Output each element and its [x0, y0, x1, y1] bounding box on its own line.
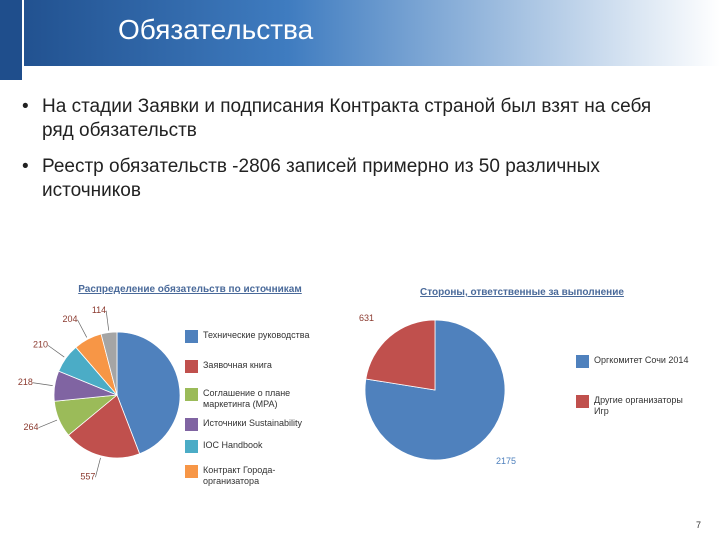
data-label: 218	[18, 377, 33, 387]
chart-title: Распределение обязательств по источникам	[78, 284, 302, 295]
data-label: 557	[80, 472, 95, 482]
slide-title: Обязательства	[118, 14, 314, 45]
leader-line	[77, 319, 88, 338]
pie-slice	[116, 331, 181, 455]
legend-swatch	[185, 465, 198, 478]
pie-slice	[365, 319, 436, 391]
chart-title: Стороны, ответственные за выполнение	[420, 287, 624, 298]
bullet: На стадии Заявки и подписания Контракта …	[22, 95, 682, 143]
data-label: 2175	[496, 456, 516, 466]
legend-label: Оргкомитет Сочи 2014	[594, 355, 689, 365]
legend-label: Соглашение о плане маркетинга (MPA)	[203, 388, 291, 409]
legend-swatch	[576, 355, 589, 368]
pie-slice	[67, 394, 141, 459]
data-label: 204	[62, 314, 77, 324]
legend-label: Технические руководства	[203, 330, 310, 340]
legend-swatch	[185, 388, 198, 401]
leader-line	[105, 310, 110, 331]
data-label: 114	[92, 305, 106, 315]
legend-swatch	[185, 360, 198, 373]
data-label: 264	[24, 422, 39, 432]
leader-line	[47, 345, 65, 358]
logo	[0, 0, 24, 80]
data-label: 631	[359, 313, 374, 323]
data-label: 210	[33, 340, 48, 350]
legend-swatch	[185, 418, 198, 431]
header-band	[0, 0, 720, 66]
legend-swatch	[185, 440, 198, 453]
legend-label: Контракт Города-организатора	[203, 465, 276, 486]
pie-slice	[100, 331, 118, 396]
legend-label: Другие организаторы Игр	[594, 395, 683, 416]
legend-label: Заявочная книга	[203, 360, 272, 370]
page-number: 7	[696, 520, 702, 530]
leader-line	[95, 457, 101, 478]
leader-line	[38, 419, 58, 429]
bullet: Реестр обязательств -2806 записей пример…	[22, 155, 682, 203]
legend-swatch	[185, 330, 198, 343]
leader-line	[32, 382, 53, 386]
legend-label: IOC Handbook	[203, 440, 263, 450]
legend-swatch	[576, 395, 589, 408]
legend-label: Источники Sustainability	[203, 418, 302, 428]
